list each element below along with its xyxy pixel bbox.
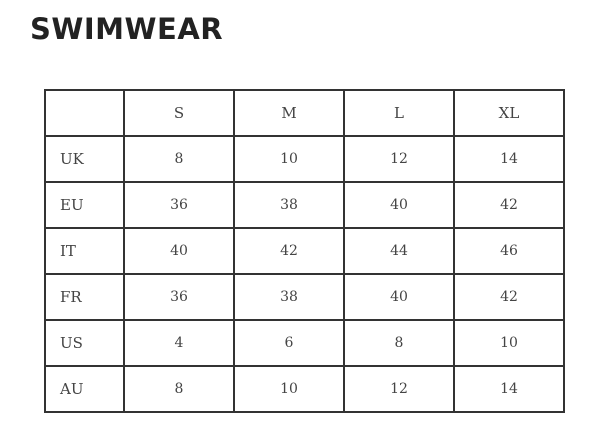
table-row: US 4 6 8 10 [44,319,565,367]
header-cell: L [343,89,455,137]
size-cell: 42 [453,273,565,321]
size-cell: 42 [233,227,345,275]
size-cell: 40 [343,273,455,321]
row-label: EU [44,181,125,229]
header-row: S M L XL [44,89,565,137]
table-row: EU 36 38 40 42 [44,181,565,229]
size-cell: 42 [453,181,565,229]
row-label: AU [44,365,125,413]
page-title: SWIMWEAR [30,12,224,46]
size-cell: 12 [343,135,455,183]
table-row: IT 40 42 44 46 [44,227,565,275]
row-label: UK [44,135,125,183]
table-row: FR 36 38 40 42 [44,273,565,321]
header-cell: M [233,89,345,137]
row-label: US [44,319,125,367]
table-row: UK 8 10 12 14 [44,135,565,183]
row-label: IT [44,227,125,275]
size-cell: 14 [453,135,565,183]
size-cell: 44 [343,227,455,275]
header-cell [44,89,125,137]
size-cell: 40 [343,181,455,229]
size-cell: 38 [233,181,345,229]
header-cell: S [123,89,235,137]
table-row: AU 8 10 12 14 [44,365,565,413]
size-cell: 6 [233,319,345,367]
size-cell: 14 [453,365,565,413]
size-cell: 46 [453,227,565,275]
size-cell: 38 [233,273,345,321]
size-cell: 12 [343,365,455,413]
header-cell: XL [453,89,565,137]
size-cell: 36 [123,273,235,321]
size-cell: 8 [123,135,235,183]
size-cell: 8 [123,365,235,413]
size-chart-table: S M L XL UK 8 10 12 14 EU 36 38 40 42 IT 40 42 44 46 FR… [44,89,565,413]
size-cell: 10 [453,319,565,367]
size-cell: 10 [233,365,345,413]
row-label: FR [44,273,125,321]
size-cell: 10 [233,135,345,183]
size-cell: 4 [123,319,235,367]
size-cell: 40 [123,227,235,275]
size-cell: 8 [343,319,455,367]
size-cell: 36 [123,181,235,229]
